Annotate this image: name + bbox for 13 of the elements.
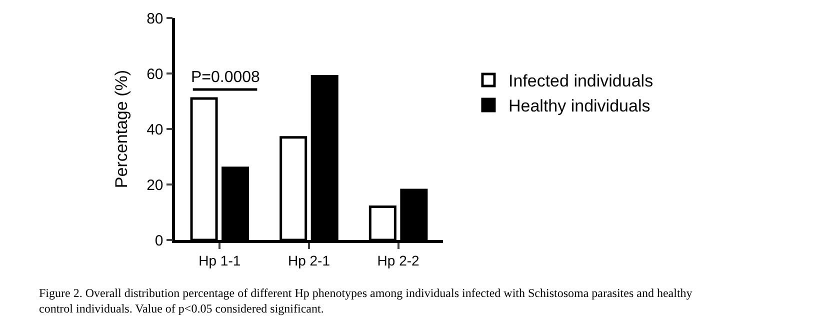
y-tick-label: 60 — [146, 66, 164, 83]
legend-label: Infected individuals — [508, 72, 654, 91]
y-tick-label: 20 — [146, 176, 164, 194]
y-tick-label: 40 — [146, 121, 164, 138]
caption: Figure 2. Overall distribution percentage of different Hp phenotypes among individuals infected with Schistosoma parasites and healthy control individuals. Value of p<0.05 considered significant. — [39, 286, 692, 316]
legend-label: Healthy individuals — [508, 96, 650, 116]
y-tick-label: 80 — [146, 10, 164, 28]
x-tick-label: Hp 2-1 — [288, 252, 330, 269]
y-tick-label: 0 — [154, 232, 164, 250]
y-axis-title: Percentage (%) — [112, 70, 132, 188]
x-tick-label: Hp 2-2 — [377, 252, 420, 269]
x-tick-label: Hp 1-1 — [198, 252, 241, 269]
annotation: P=0.0008 — [191, 69, 260, 86]
